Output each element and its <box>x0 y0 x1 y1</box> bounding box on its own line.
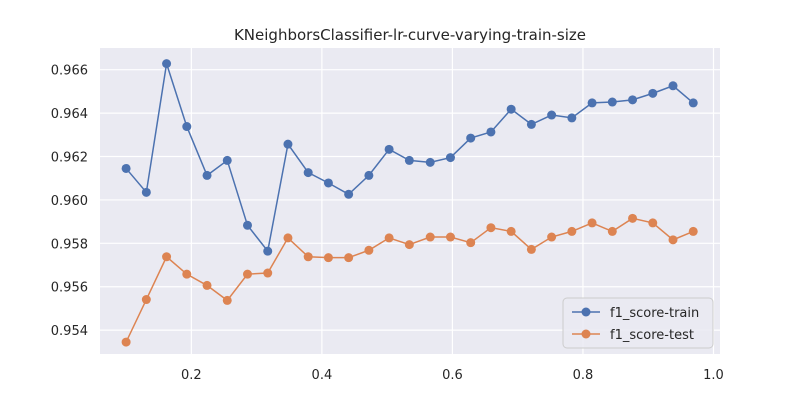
data-point-test[interactable] <box>303 252 313 262</box>
y-tick-label: 0.956 <box>51 281 88 296</box>
x-tick-label: 0.4 <box>312 368 333 383</box>
data-point-test[interactable] <box>688 226 698 236</box>
data-point-train[interactable] <box>344 189 354 199</box>
data-point-train[interactable] <box>425 157 435 167</box>
data-point-train[interactable] <box>202 170 212 180</box>
data-point-test[interactable] <box>323 253 333 263</box>
x-tick-label: 0.2 <box>181 368 202 383</box>
data-point-test[interactable] <box>283 233 293 243</box>
data-point-test[interactable] <box>141 295 151 305</box>
legend-marker-train <box>581 307 591 317</box>
data-point-train[interactable] <box>364 170 374 180</box>
data-point-train[interactable] <box>384 144 394 154</box>
data-point-test[interactable] <box>344 253 354 263</box>
data-point-train[interactable] <box>141 187 151 197</box>
x-tick-label: 0.6 <box>442 368 463 383</box>
data-point-test[interactable] <box>364 245 374 255</box>
data-point-train[interactable] <box>688 98 698 108</box>
data-point-test[interactable] <box>263 268 273 278</box>
data-point-test[interactable] <box>384 233 394 243</box>
x-tick-label: 0.8 <box>573 368 594 383</box>
data-point-train[interactable] <box>323 178 333 188</box>
y-tick-label: 0.964 <box>51 107 88 122</box>
data-point-test[interactable] <box>425 232 435 242</box>
y-tick-label: 0.966 <box>51 64 88 79</box>
tick-layer: 0.2 0.4 0.6 0.8 1.0 0.954 0.956 0.958 0.960 0.962… <box>51 64 724 383</box>
legend-box <box>562 297 714 349</box>
data-point-train[interactable] <box>283 139 293 149</box>
data-point-test[interactable] <box>648 218 658 228</box>
legend[interactable]: f1_score-train f1_score-test <box>562 297 714 349</box>
data-point-train[interactable] <box>242 220 252 230</box>
data-point-test[interactable] <box>567 226 577 236</box>
x-tick-label: 1.0 <box>703 368 724 383</box>
data-point-test[interactable] <box>607 226 617 236</box>
data-point-train[interactable] <box>445 153 455 163</box>
data-point-test[interactable] <box>628 213 638 223</box>
data-point-test[interactable] <box>404 240 414 250</box>
data-point-test[interactable] <box>668 235 678 245</box>
data-point-train[interactable] <box>486 127 496 137</box>
data-point-test[interactable] <box>466 238 476 248</box>
data-point-test[interactable] <box>445 232 455 242</box>
data-point-test[interactable] <box>202 280 212 290</box>
data-point-train[interactable] <box>547 110 557 120</box>
data-point-test[interactable] <box>506 226 516 236</box>
data-point-train[interactable] <box>121 163 131 173</box>
data-point-test[interactable] <box>486 223 496 233</box>
legend-label-test: f1_score-test <box>610 328 694 343</box>
data-point-test[interactable] <box>121 337 131 347</box>
data-point-train[interactable] <box>466 133 476 143</box>
chart-title: KNeighborsClassifier-lr-curve-varying-tr… <box>234 26 586 44</box>
data-point-train[interactable] <box>404 155 414 165</box>
y-tick-label: 0.958 <box>51 237 88 252</box>
y-tick-label: 0.960 <box>51 194 88 209</box>
data-point-test[interactable] <box>162 252 172 262</box>
y-tick-label: 0.962 <box>51 151 88 166</box>
data-point-test[interactable] <box>547 232 557 242</box>
legend-label-train: f1_score-train <box>610 306 699 321</box>
data-point-train[interactable] <box>648 88 658 98</box>
y-tick-label: 0.954 <box>51 324 88 339</box>
data-point-train[interactable] <box>162 59 172 69</box>
data-point-train[interactable] <box>222 155 232 165</box>
legend-marker-test <box>581 329 591 339</box>
data-point-train[interactable] <box>506 104 516 114</box>
data-point-train[interactable] <box>628 95 638 105</box>
data-point-test[interactable] <box>587 218 597 228</box>
data-point-train[interactable] <box>567 113 577 123</box>
data-point-train[interactable] <box>303 168 313 178</box>
data-point-train[interactable] <box>668 81 678 91</box>
data-point-test[interactable] <box>242 269 252 279</box>
data-point-train[interactable] <box>263 246 273 256</box>
data-point-train[interactable] <box>587 98 597 108</box>
data-point-train[interactable] <box>526 119 536 129</box>
data-point-test[interactable] <box>526 244 536 254</box>
data-point-train[interactable] <box>607 97 617 107</box>
data-point-test[interactable] <box>182 269 192 279</box>
series-layer <box>121 59 698 347</box>
data-point-train[interactable] <box>182 122 192 132</box>
data-point-test[interactable] <box>222 295 232 305</box>
